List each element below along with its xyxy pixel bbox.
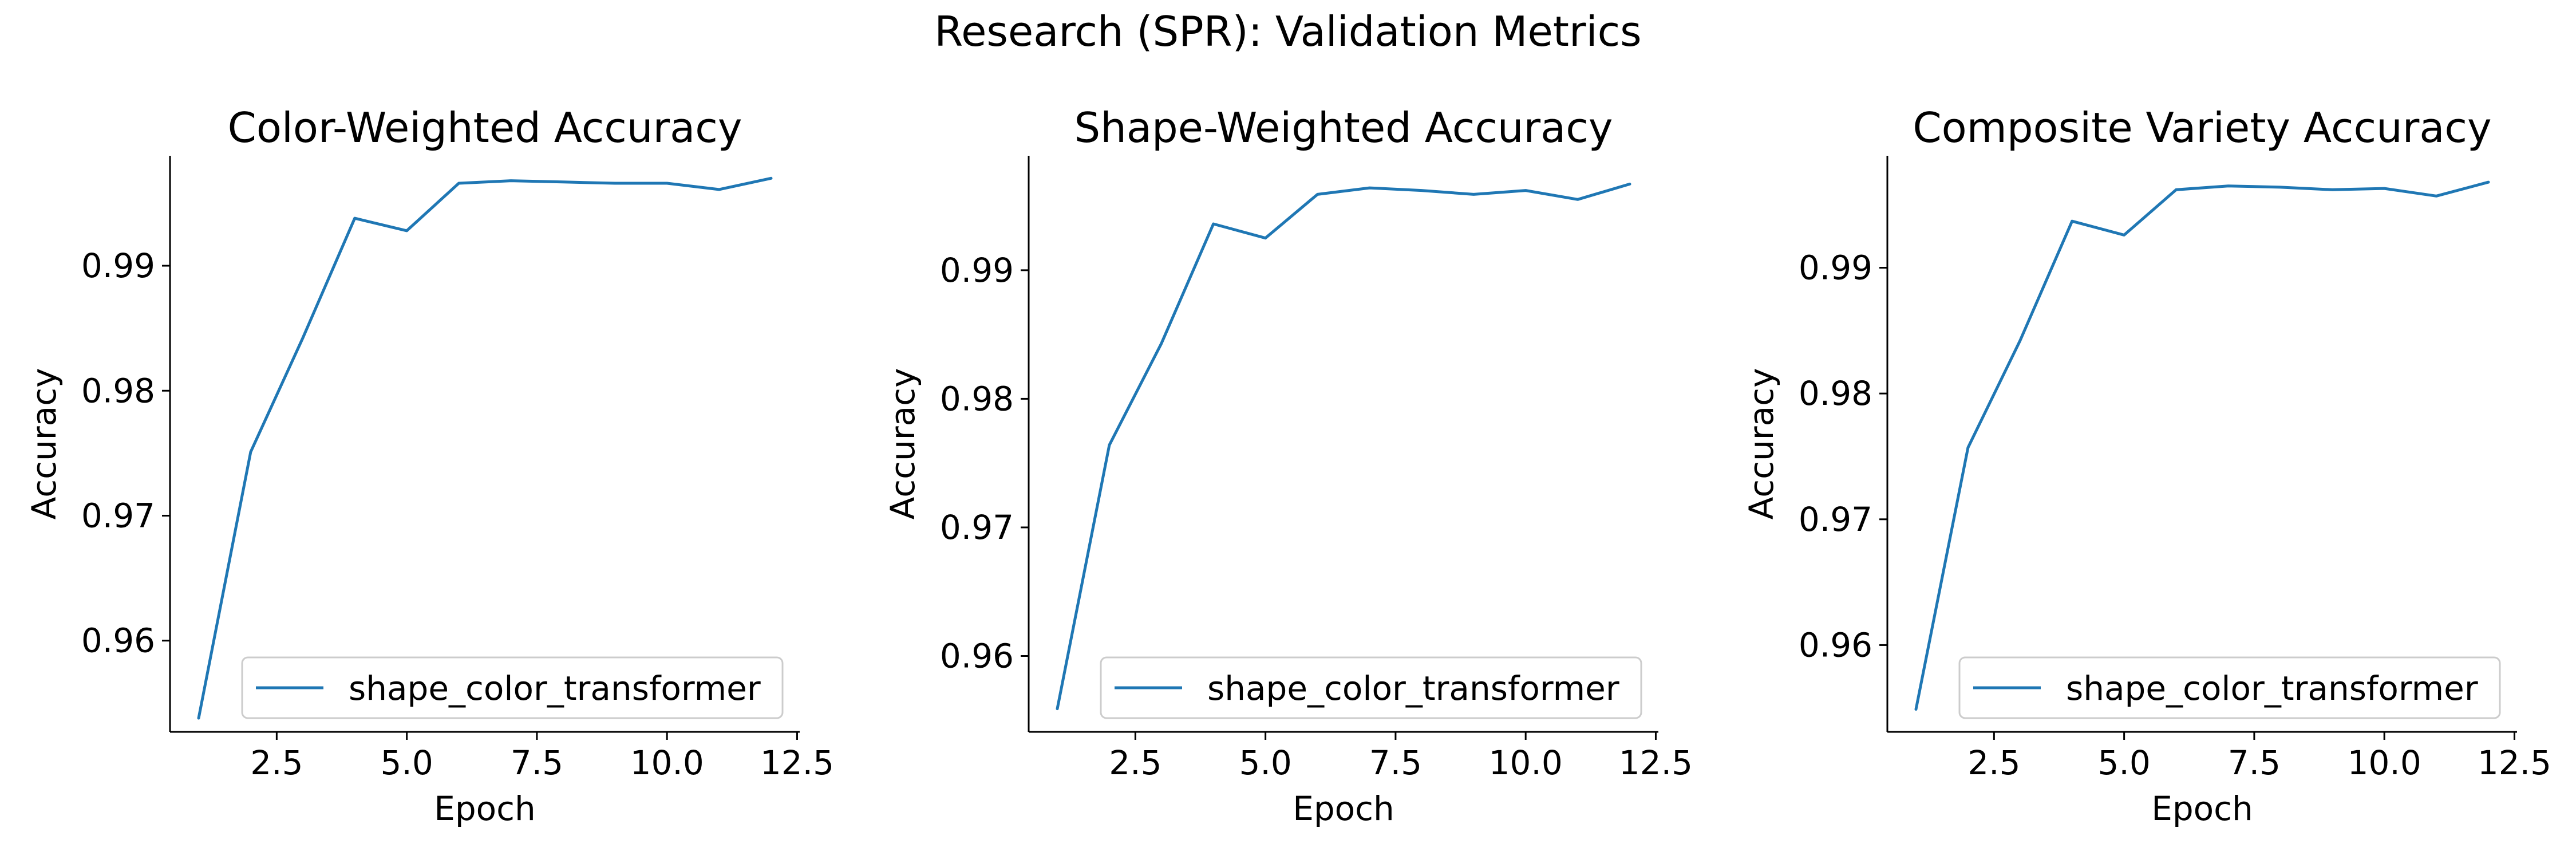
- data-point: [301, 336, 305, 341]
- data-point: [508, 179, 513, 183]
- data-point: [2330, 187, 2334, 192]
- legend-box: [1100, 656, 1642, 719]
- y-tick-label: 0.97: [1799, 500, 1872, 539]
- chart-title: Color-Weighted Accuracy: [228, 104, 742, 152]
- data-point: [1627, 182, 1632, 186]
- y-tick-label: 0.99: [1799, 248, 1872, 287]
- data-point: [2226, 184, 2230, 188]
- y-axis-label: Accuracy: [883, 368, 922, 520]
- data-point: [2278, 185, 2282, 190]
- y-tick-label: 0.99: [81, 246, 155, 285]
- x-tick-label: 5.0: [381, 743, 433, 782]
- data-point: [2434, 194, 2439, 198]
- legend-entry: shape_color_transformer: [1207, 669, 1619, 708]
- chart-panel-2: Shape-Weighted Accuracy 2.5 5.0 7.5 10.0 12.5…: [883, 104, 1693, 828]
- data-point: [769, 176, 773, 180]
- x-tick-label: 2.5: [250, 743, 303, 782]
- data-point: [1107, 443, 1112, 447]
- data-point: [1471, 192, 1476, 196]
- x-tick-label: 7.5: [511, 743, 563, 782]
- x-tick-label: 5.0: [1239, 743, 1292, 782]
- y-tick-label: 0.97: [940, 508, 1014, 547]
- x-tick-label: 10.0: [1489, 743, 1563, 782]
- legend: shape_color_transformer: [1100, 656, 1642, 719]
- data-point: [405, 228, 409, 233]
- data-point: [1211, 222, 1216, 226]
- x-tick-label: 2.5: [1109, 743, 1161, 782]
- series-line-1: [197, 176, 773, 720]
- data-point: [1159, 341, 1164, 346]
- legend-box: [241, 656, 784, 719]
- data-point: [560, 180, 565, 184]
- y-tick-label: 0.98: [81, 371, 155, 410]
- x-tick-label: 10.0: [630, 743, 704, 782]
- data-point: [1914, 707, 1918, 711]
- y-tick-label: 0.98: [1799, 374, 1872, 413]
- data-point: [2382, 186, 2387, 191]
- x-tick-label: 7.5: [1369, 743, 1422, 782]
- y-axis-label: Accuracy: [25, 368, 64, 520]
- y-tick-label: 0.96: [1799, 625, 1872, 664]
- x-tick-label: 12.5: [2478, 743, 2551, 782]
- data-point: [457, 181, 461, 186]
- y-tick-label: 0.96: [81, 621, 155, 660]
- data-point: [2122, 233, 2127, 237]
- data-point: [665, 181, 669, 186]
- chart-panels: Color-Weighted Accuracy 2.5 5.0 7.5 10.0 12.5…: [25, 104, 2551, 828]
- data-point: [1575, 197, 1580, 202]
- data-point: [2174, 187, 2179, 192]
- data-point: [248, 450, 253, 454]
- x-tick-label: 7.5: [2228, 743, 2281, 782]
- x-tick-label: 10.0: [2348, 743, 2421, 782]
- legend-entry: shape_color_transformer: [2066, 669, 2478, 708]
- data-point: [196, 716, 201, 720]
- y-tick-label: 0.99: [940, 251, 1014, 290]
- x-axis-label: Epoch: [1293, 789, 1394, 828]
- legend: shape_color_transformer: [1958, 656, 2501, 719]
- x-tick-label: 12.5: [760, 743, 834, 782]
- data-point: [1315, 192, 1320, 196]
- data-point: [717, 187, 721, 192]
- x-tick-label: 5.0: [2098, 743, 2151, 782]
- figure-title: Research (SPR): Validation Metrics: [934, 7, 1641, 56]
- legend: shape_color_transformer: [241, 656, 784, 719]
- legend-box: [1958, 656, 2501, 719]
- data-point: [1523, 188, 1528, 193]
- x-tick-label: 2.5: [1967, 743, 2020, 782]
- chart-title: Composite Variety Accuracy: [1913, 104, 2491, 152]
- data-point: [1966, 446, 1970, 450]
- y-axis-label: Accuracy: [1742, 368, 1781, 520]
- x-axis-label: Epoch: [2151, 789, 2253, 828]
- chart-panel-1: Color-Weighted Accuracy 2.5 5.0 7.5 10.0 12.5…: [25, 104, 834, 828]
- x-tick-label: 12.5: [1619, 743, 1693, 782]
- series-line-1: [1914, 180, 2490, 711]
- data-point: [1367, 186, 1372, 190]
- data-point: [2018, 338, 2022, 343]
- data-point: [1055, 707, 1060, 711]
- series-line-1: [1056, 182, 1631, 711]
- data-point: [2486, 180, 2491, 184]
- y-tick-label: 0.98: [940, 379, 1014, 418]
- data-point: [353, 216, 357, 220]
- data-point: [1419, 188, 1424, 193]
- x-axis-label: Epoch: [434, 789, 536, 828]
- legend-entry: shape_color_transformer: [349, 669, 761, 708]
- data-point: [1263, 236, 1268, 241]
- data-point: [613, 181, 617, 186]
- chart-panel-3: Composite Variety Accuracy 2.5 5.0 7.5 10.0 1…: [1742, 104, 2551, 828]
- y-tick-label: 0.96: [940, 637, 1014, 676]
- y-tick-label: 0.97: [81, 496, 155, 535]
- data-point: [2070, 219, 2075, 223]
- chart-title: Shape-Weighted Accuracy: [1074, 104, 1613, 152]
